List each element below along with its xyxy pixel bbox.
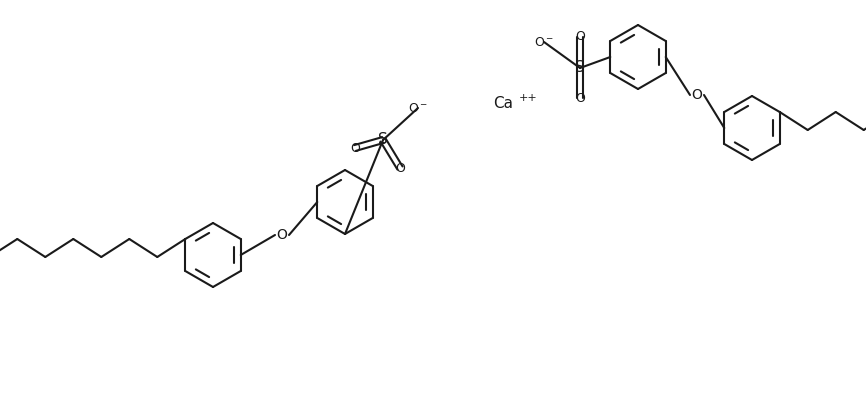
Text: O: O [350, 141, 360, 154]
Text: $\mathregular{O}^-$: $\mathregular{O}^-$ [534, 35, 554, 48]
Text: Ca: Ca [493, 96, 513, 110]
Text: O: O [575, 91, 585, 104]
Text: S: S [378, 133, 388, 148]
Text: S: S [575, 60, 585, 75]
Text: O: O [692, 88, 702, 102]
Text: ++: ++ [519, 93, 538, 103]
Text: O: O [395, 162, 405, 175]
Text: O: O [276, 228, 288, 242]
Text: O: O [575, 31, 585, 44]
Text: $\mathregular{O}^-$: $\mathregular{O}^-$ [408, 102, 428, 114]
